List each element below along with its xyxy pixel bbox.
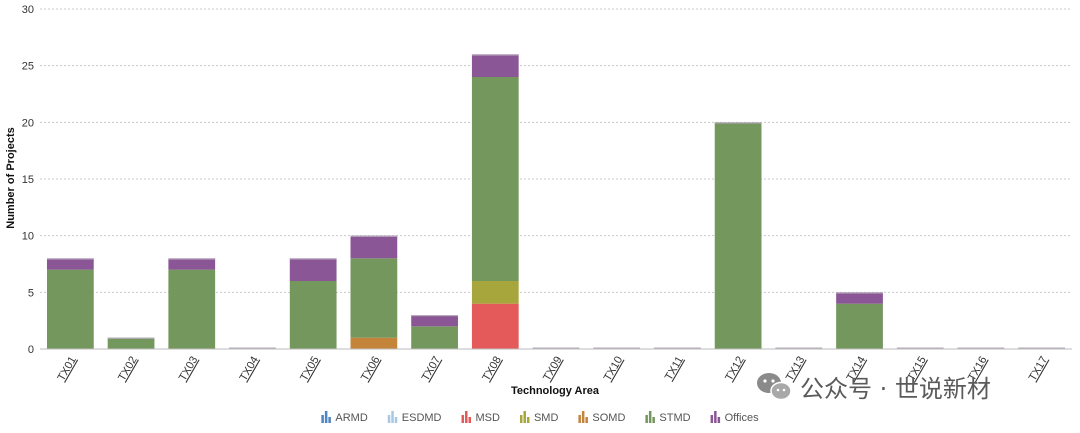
y-tick-label: 30 — [22, 4, 34, 16]
bar-smd-tx08[interactable] — [471, 281, 519, 304]
bar-stmd-tx12[interactable] — [714, 122, 762, 349]
legend-bar-icon — [578, 411, 588, 423]
legend-item-somd[interactable]: SOMD — [578, 411, 625, 424]
bar-empty-tx13 — [775, 347, 823, 349]
wechat-icon — [757, 373, 792, 401]
bar-stmd-tx07[interactable] — [411, 326, 458, 349]
bar-empty-tx09 — [532, 347, 580, 349]
x-tick-label[interactable]: TX03 — [177, 355, 201, 384]
legend-item-esdmd[interactable]: ESDMD — [387, 411, 442, 424]
legend-item-smd[interactable]: SMD — [519, 411, 559, 424]
bar-cap — [107, 337, 155, 339]
x-tick-label[interactable]: TX11 — [663, 355, 686, 383]
bars — [46, 54, 1066, 349]
legend-label: SMD — [534, 412, 559, 424]
bar-stmd-tx05[interactable] — [289, 281, 337, 349]
x-tick-label[interactable]: TX06 — [359, 355, 383, 384]
x-tick-label[interactable]: TX07 — [420, 355, 444, 384]
grid-lines — [40, 8, 1072, 293]
legend-bar-icon — [519, 411, 530, 423]
bar-stmd-tx06[interactable] — [350, 258, 398, 338]
legend-bar-icon — [645, 411, 655, 423]
x-tick-label[interactable]: TX17 — [1027, 355, 1051, 384]
bar-empty-tx16 — [957, 347, 1005, 349]
bar-offices-tx05[interactable] — [289, 258, 337, 281]
bar-empty-tx10 — [593, 347, 641, 349]
bar-offices-tx07[interactable] — [411, 315, 458, 327]
legend-bar-icon — [321, 411, 331, 423]
bar-stmd-tx08[interactable] — [471, 77, 519, 281]
bar-empty-tx17 — [1018, 347, 1066, 349]
x-tick-label[interactable]: TX12 — [723, 355, 747, 384]
x-tick-label[interactable]: TX10 — [602, 355, 626, 384]
bar-offices-tx14[interactable] — [836, 292, 883, 304]
legend-item-offices[interactable]: Offices — [710, 411, 760, 424]
y-tick-label: 5 — [28, 287, 34, 299]
legend-item-stmd[interactable]: STMD — [645, 411, 691, 424]
legend-label: MSD — [476, 412, 501, 424]
y-tick-label: 20 — [22, 117, 34, 129]
bar-cap — [471, 54, 519, 56]
bar-stmd-tx02[interactable] — [107, 337, 155, 349]
watermark-text: 公众号 · 世说新材 — [800, 375, 991, 403]
watermark: 公众号 · 世说新材 — [757, 373, 991, 403]
x-axis-title: Technology Area — [511, 385, 600, 397]
legend-bar-icon — [710, 411, 721, 423]
y-tick-label: 10 — [22, 231, 34, 243]
x-tick-label[interactable]: TX02 — [116, 355, 140, 384]
legend-bar-icon — [461, 411, 472, 423]
legend-bar-icon — [387, 411, 398, 423]
legend-item-armd[interactable]: ARMD — [321, 411, 368, 424]
bar-stmd-tx01[interactable] — [46, 269, 94, 349]
x-tick-label[interactable]: TX08 — [480, 355, 504, 384]
bar-offices-tx01[interactable] — [46, 258, 94, 270]
legend-label: ESDMD — [402, 412, 442, 424]
bar-cap — [46, 258, 94, 260]
bar-cap — [168, 258, 216, 260]
bar-cap — [411, 315, 458, 317]
y-tick-label: 0 — [28, 344, 34, 356]
bar-cap — [714, 122, 762, 124]
bar-stmd-tx14[interactable] — [836, 303, 883, 349]
y-tick-label: 25 — [22, 61, 34, 73]
bar-offices-tx06[interactable] — [350, 235, 398, 259]
bar-msd-tx08[interactable] — [471, 303, 519, 349]
x-tick-label[interactable]: TX04 — [238, 355, 262, 384]
legend-label: SOMD — [592, 412, 625, 424]
legend-label: Offices — [725, 412, 760, 424]
bar-empty-tx15 — [896, 347, 944, 349]
x-tick-label[interactable]: TX09 — [541, 355, 565, 384]
bar-empty-tx04 — [229, 347, 276, 349]
y-axis-title: Number of Projects — [5, 127, 17, 228]
bar-cap — [350, 235, 398, 237]
bar-cap — [289, 258, 337, 260]
y-axis-ticks: 0 5 10 15 20 25 30 — [22, 4, 34, 356]
y-tick-label: 15 — [22, 174, 34, 186]
bar-offices-tx08[interactable] — [471, 54, 519, 77]
legend-label: ARMD — [335, 412, 367, 424]
legend-item-msd[interactable]: MSD — [461, 411, 501, 424]
bar-somd-tx06[interactable] — [350, 337, 398, 349]
legend-label: STMD — [659, 412, 690, 424]
x-tick-label[interactable]: TX05 — [298, 355, 322, 384]
x-tick-label[interactable]: TX01 — [55, 355, 79, 384]
bar-offices-tx03[interactable] — [168, 258, 216, 270]
bar-empty-tx11 — [654, 347, 701, 349]
bar-stmd-tx03[interactable] — [168, 269, 216, 349]
bar-cap — [836, 292, 883, 294]
legend: ARMD ESDMD MSD SMD SOMD STMD Offices — [321, 411, 759, 424]
